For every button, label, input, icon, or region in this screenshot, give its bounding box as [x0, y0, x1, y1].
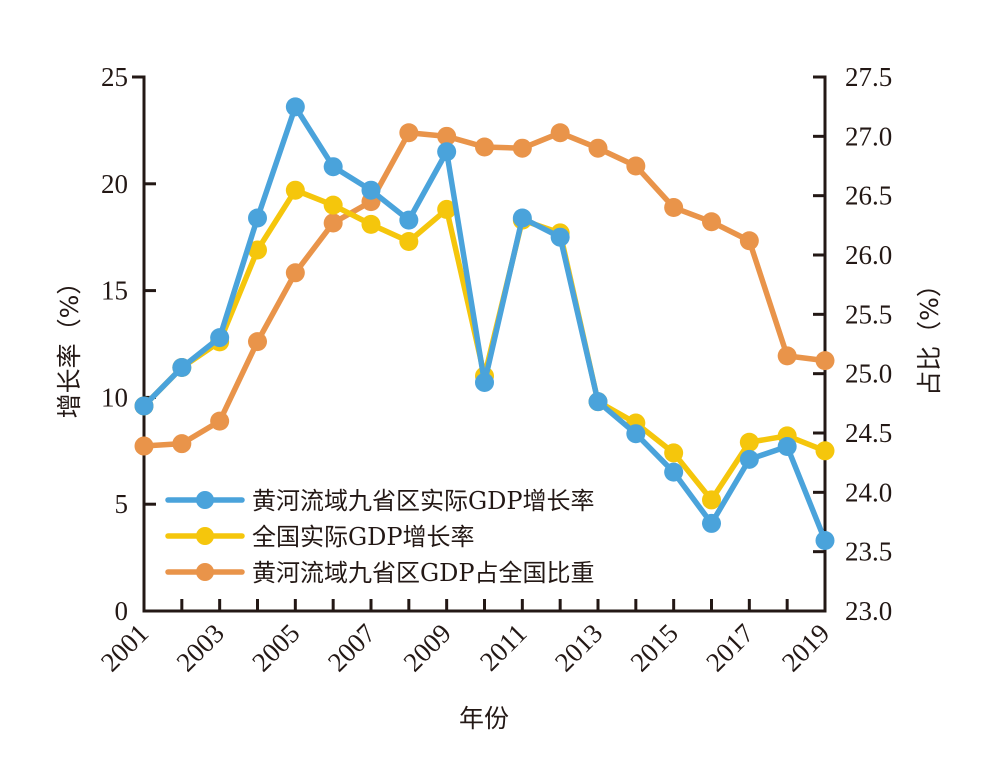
legend-label: 黄河流域九省区GDP占全国比重 [252, 559, 595, 587]
y-tick-label-left: 5 [115, 489, 129, 519]
data-point [739, 432, 759, 452]
data-point [210, 328, 230, 348]
y-tick-label-right: 24.0 [845, 477, 892, 507]
legend-item: 黄河流域九省区实际GDP增长率 [165, 487, 595, 515]
y-tick-label-left: 0 [115, 596, 129, 626]
data-point [664, 198, 684, 218]
data-point [134, 396, 154, 416]
y-tick-label-right: 27.5 [845, 62, 892, 92]
x-tick-label: 2019 [776, 618, 835, 677]
series-layer [134, 97, 835, 551]
data-point [248, 332, 267, 352]
x-tick-label: 2007 [322, 618, 381, 677]
y-tick-label-left: 20 [101, 169, 128, 199]
data-point [550, 227, 570, 247]
series-line [142, 104, 828, 542]
legend-marker [196, 527, 214, 545]
data-point [777, 346, 797, 366]
data-point [399, 123, 419, 143]
data-point [172, 357, 192, 377]
y-tick-label-right: 23.0 [845, 596, 892, 626]
data-point [664, 443, 684, 463]
x-tick-label: 2005 [246, 618, 305, 677]
x-axis-title: 年份 [459, 704, 509, 733]
data-point [399, 231, 419, 251]
data-point [702, 513, 721, 533]
y-tick-label-right: 25.0 [845, 359, 892, 389]
series-0 [134, 97, 835, 551]
data-point [512, 208, 532, 228]
data-point [285, 97, 305, 117]
data-point [361, 180, 381, 200]
y-tick-label-right: 26.5 [845, 181, 892, 211]
x-tick-label: 2015 [625, 618, 684, 677]
y-tick-label-right: 25.5 [845, 299, 892, 329]
data-point [210, 411, 230, 431]
legend-label: 黄河流域九省区实际GDP增长率 [252, 487, 595, 515]
y-axis-title-left: 增长率（%） [55, 270, 84, 419]
legend-label: 全国实际GDP增长率 [252, 523, 475, 551]
data-point [361, 214, 381, 234]
data-point [323, 195, 343, 215]
series-2 [134, 123, 835, 456]
legend-item: 黄河流域九省区GDP占全国比重 [165, 559, 595, 587]
y-tick-label-right: 27.0 [845, 121, 892, 151]
y-tick-label-right: 26.0 [845, 240, 892, 270]
data-point [323, 157, 343, 177]
data-point [588, 392, 608, 412]
data-point [475, 137, 494, 157]
data-point [323, 213, 343, 233]
data-point [248, 240, 267, 260]
data-point [702, 490, 721, 510]
data-point [285, 180, 305, 200]
x-tick-label: 2013 [549, 618, 608, 677]
data-point [815, 351, 835, 371]
legend-marker [196, 563, 214, 581]
data-point [475, 372, 494, 392]
data-point [739, 449, 759, 469]
data-point [664, 462, 684, 482]
data-point [437, 142, 457, 162]
y-tick-label-left: 10 [101, 382, 128, 412]
y-tick-label-right: 23.5 [845, 537, 892, 567]
x-tick-label: 2017 [700, 618, 759, 677]
x-tick-label: 2009 [398, 618, 457, 677]
data-point [550, 123, 570, 143]
data-point [626, 424, 646, 444]
series-line [143, 130, 826, 449]
data-point [172, 434, 192, 454]
data-point [134, 436, 154, 456]
x-tick-label: 2011 [474, 618, 533, 677]
legend-item: 全国实际GDP增长率 [165, 523, 475, 551]
data-point [588, 138, 608, 158]
data-point [285, 263, 305, 283]
y-tick-label-left: 15 [101, 276, 128, 306]
y-tick-label-right: 24.5 [845, 418, 892, 448]
data-point [626, 156, 646, 176]
x-tick-label: 2001 [95, 618, 154, 677]
data-point [815, 441, 835, 461]
data-point [248, 208, 267, 228]
data-point [437, 199, 457, 219]
data-point [702, 212, 721, 232]
data-point [815, 531, 835, 551]
series-line [142, 187, 827, 503]
y-tick-label-left: 25 [101, 62, 128, 92]
data-point [512, 138, 532, 158]
data-point [777, 437, 797, 457]
y-axis-title-right: 占比（%） [915, 272, 944, 396]
data-point [437, 126, 457, 146]
data-point [399, 210, 419, 230]
legend-marker [196, 491, 214, 509]
data-point [739, 231, 759, 251]
x-tick-label: 2003 [171, 618, 230, 677]
